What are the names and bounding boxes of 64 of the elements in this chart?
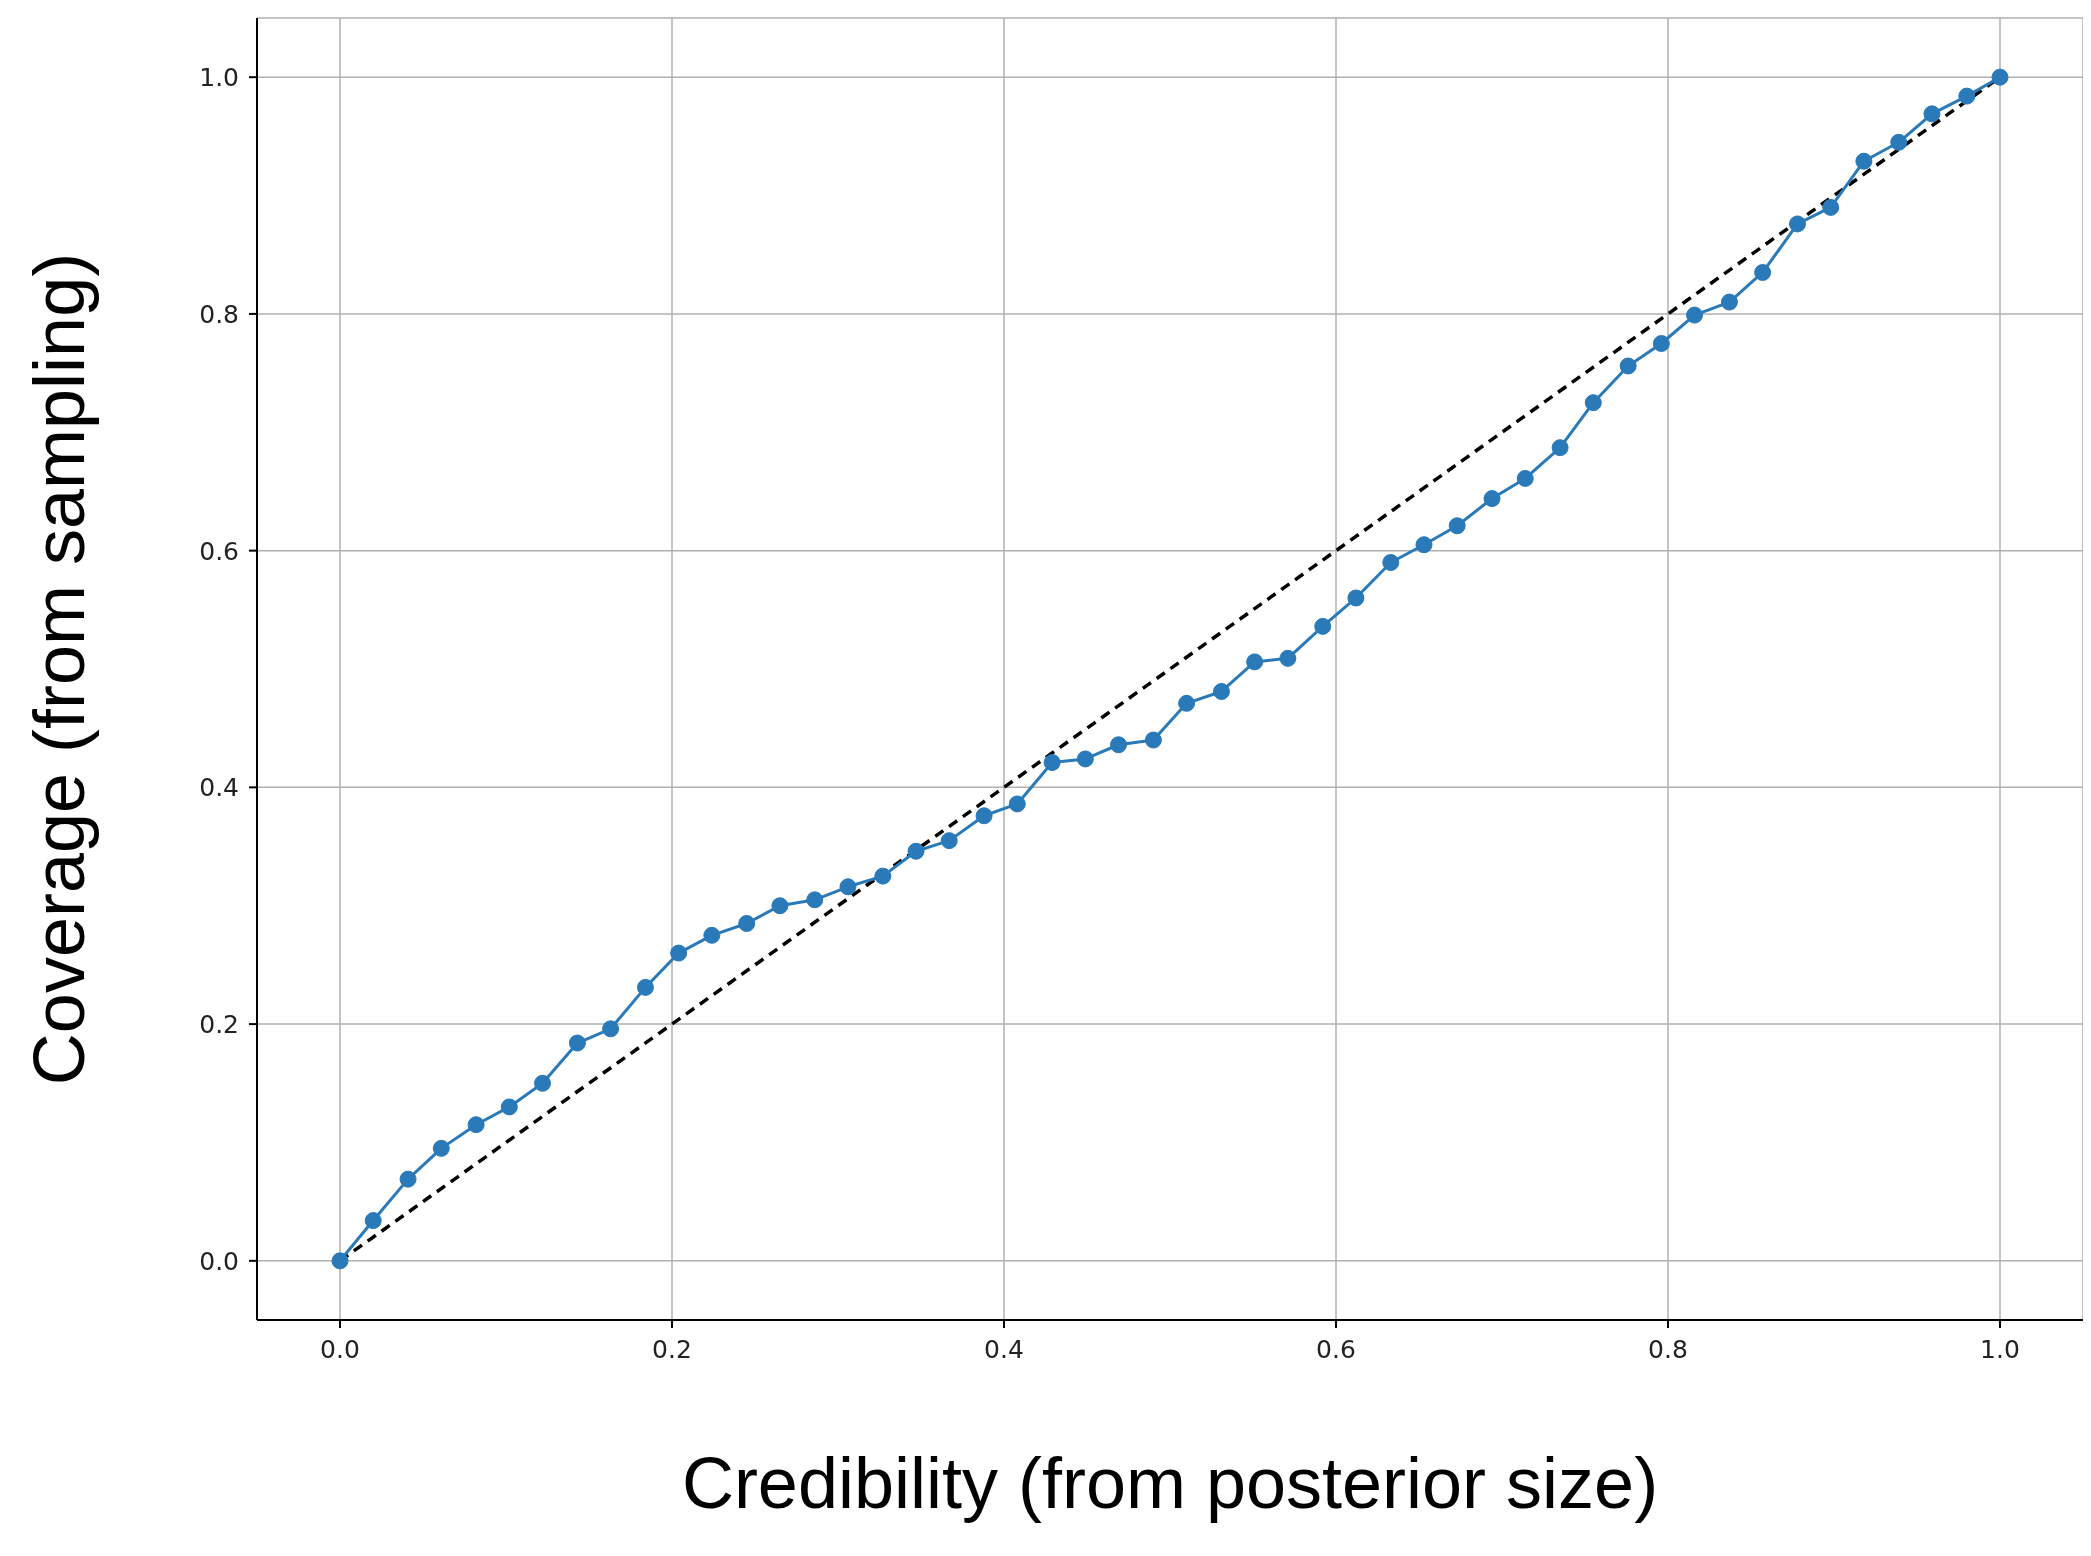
point [568,1034,586,1052]
point [1043,754,1061,772]
point [771,897,789,915]
point [467,1116,485,1134]
point [602,1020,620,1038]
point [1178,694,1196,712]
point [1720,293,1738,311]
point [1686,306,1704,324]
x-axis-title: Credibility (from posterior size) [681,1443,1659,1523]
point [1212,682,1230,700]
point [1991,68,2009,86]
y-tick-label: 0.4 [199,773,239,803]
point [534,1074,552,1092]
point [1584,394,1602,412]
point [1110,736,1128,754]
point [500,1098,518,1116]
y-tick-label: 0.8 [199,299,239,329]
point [364,1212,382,1230]
x-tick-label: 0.6 [1316,1334,1356,1364]
x-tick-label: 0.8 [1648,1334,1688,1364]
point [1516,469,1534,487]
x-tick-label: 0.2 [652,1334,692,1364]
point [399,1170,417,1188]
point [1314,617,1332,635]
y-tick-label: 0.0 [199,1246,239,1276]
point [1958,87,1976,105]
point [975,807,993,825]
x-tick-label: 0.4 [984,1334,1024,1364]
point [636,978,654,996]
point [806,891,824,909]
point [738,914,756,932]
point [1008,795,1026,813]
point [940,832,958,850]
point [874,867,892,885]
point [432,1139,450,1157]
point [670,944,688,962]
point [839,878,857,896]
y-tick-label: 0.6 [199,536,239,566]
point [1347,589,1365,607]
point [1652,335,1670,352]
y-tick-label: 0.2 [199,1009,239,1039]
point [703,926,721,944]
point [331,1252,349,1270]
point [1076,750,1094,768]
point [1754,263,1772,281]
point [1890,133,1908,151]
point [1923,105,1941,123]
point [1246,653,1264,671]
point [1483,490,1501,508]
y-tick-label: 1.0 [199,63,239,93]
point [907,842,925,860]
x-tick-label: 1.0 [1980,1334,2020,1364]
point [1822,198,1840,216]
point [1788,215,1806,233]
x-tick-label: 0.0 [320,1334,360,1364]
point [1279,649,1297,667]
point [1415,536,1433,554]
point [1551,439,1569,457]
point [1144,731,1162,749]
point [1855,152,1873,170]
y-axis-title: Coverage (from sampling) [18,252,99,1086]
point [1619,357,1637,375]
point [1448,517,1466,535]
point [1382,553,1400,571]
